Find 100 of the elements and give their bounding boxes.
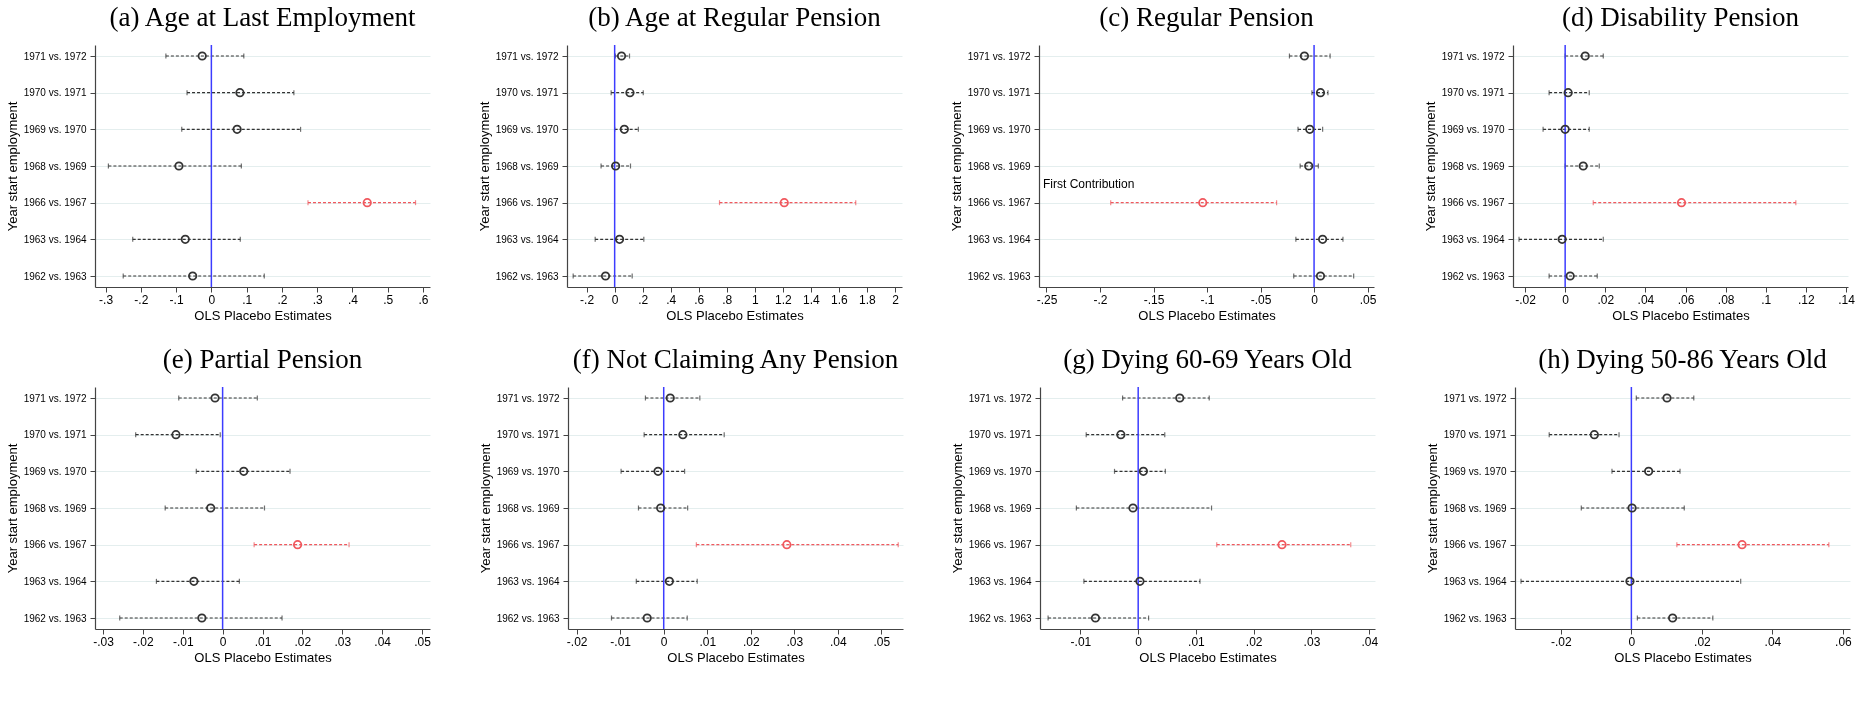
y-tick-label: 1963 vs. 1964 [968,575,1032,587]
x-tick-label: .2 [277,292,288,307]
y-tick-label: 1970 vs. 1971 [1443,429,1507,441]
x-tick-label: .5 [383,292,394,307]
point [1580,51,1590,61]
point [782,540,792,550]
y-tick-label: 1968 vs. 1969 [968,502,1032,514]
point [1299,51,1310,61]
y-tick-label: 1969 vs. 1970 [1443,465,1507,477]
y-axis-title: Year start employment [949,443,965,574]
point [232,124,242,134]
x-tick-label: 0 [208,292,216,307]
y-tick-label: 1971 vs. 1972 [496,392,560,404]
y-tick-label: 1971 vs. 1972 [23,50,87,62]
y-tick-label: 1962 vs. 1963 [496,612,560,624]
y-tick-label: 1968 vs. 1969 [1441,160,1505,172]
annotation: First Contribution [1043,177,1135,191]
x-axis-title: OLS Placebo Estimates [1138,307,1277,323]
y-tick-label: 1968 vs. 1969 [495,160,559,172]
y-tick-label: 1970 vs. 1971 [968,429,1032,441]
point [1589,430,1599,440]
x-tick-label: 0 [219,634,227,649]
y-tick-label: 1969 vs. 1970 [967,123,1031,135]
point [1198,198,1208,208]
x-axis-title: OLS Placebo Estimates [666,307,805,323]
x-tick-label: .02 [294,634,312,649]
point [1676,198,1687,208]
x-axis-title: OLS Placebo Estimates [1139,649,1278,665]
x-tick-label: -.02 [133,634,155,649]
x-tick-label: 1 [751,292,759,307]
x-tick-label: -.01 [610,634,632,649]
y-tick-label: 1962 vs. 1963 [495,270,559,282]
point [1315,88,1326,98]
point [1318,234,1328,244]
x-tick-label: 0 [1135,634,1143,649]
x-tick-label: -.05 [1250,292,1272,307]
point [1563,88,1573,98]
y-tick-label: 1966 vs. 1967 [1441,197,1505,209]
point [210,393,220,403]
y-tick-label: 1971 vs. 1972 [495,50,559,62]
x-tick-label: .1 [242,292,253,307]
x-tick-label: .03 [334,634,352,649]
point [1557,234,1567,244]
y-tick-label: 1963 vs. 1964 [1441,233,1505,245]
chart-title: (f) Not Claiming Any Pension [572,344,899,375]
y-tick-label: 1969 vs. 1970 [23,465,87,477]
y-tick-label: 1963 vs. 1964 [496,575,560,587]
y-tick-label: 1969 vs. 1970 [1441,123,1505,135]
point [235,88,245,98]
x-tick-label: .08 [1717,292,1735,307]
x-tick-label: .4 [347,292,359,307]
x-tick-label: .02 [1694,634,1712,649]
x-axis-title: OLS Placebo Estimates [667,649,806,665]
x-tick-label: .4 [666,292,677,307]
x-tick-label: -.25 [1036,292,1058,307]
x-tick-label: -.02 [1515,292,1537,307]
point [1135,576,1145,586]
x-tick-label: -.2 [580,292,595,307]
x-tick-label: .01 [1188,634,1206,649]
point [292,540,303,550]
x-tick-label: .03 [1303,634,1321,649]
y-tick-label: 1966 vs. 1967 [496,539,560,551]
chart-title: (e) Partial Pension [162,344,363,375]
y-tick-label: 1971 vs. 1972 [23,392,87,404]
point [642,613,652,623]
point [1305,124,1315,134]
x-tick-label: .04 [1361,634,1379,649]
point [616,51,627,61]
x-tick-label: .02 [1597,292,1615,307]
y-tick-label: 1962 vs. 1963 [23,612,87,624]
y-tick-label: 1970 vs. 1971 [495,87,559,99]
x-tick-label: 1.8 [859,292,877,307]
point [189,576,199,586]
y-tick-label: 1966 vs. 1967 [495,197,559,209]
x-tick-label: .6 [418,292,429,307]
y-tick-label: 1969 vs. 1970 [496,465,560,477]
point [1565,271,1575,281]
x-axis-title: OLS Placebo Estimates [1614,649,1753,665]
y-tick-label: 1963 vs. 1964 [1443,575,1507,587]
point [1138,466,1148,476]
point [362,198,372,208]
x-tick-label: 1.6 [831,292,849,307]
point [664,576,674,586]
x-tick-label: -.2 [1093,292,1108,307]
y-tick-label: 1963 vs. 1964 [23,575,87,587]
y-tick-label: 1971 vs. 1972 [1443,392,1507,404]
x-axis-title: OLS Placebo Estimates [1612,307,1751,323]
point [1175,393,1185,403]
x-tick-label: .2 [638,292,649,307]
y-axis-title: Year start employment [948,101,964,232]
x-tick-label: .6 [694,292,705,307]
x-tick-label: 1.4 [803,292,821,307]
point [653,466,663,476]
y-tick-label: 1966 vs. 1967 [967,197,1031,209]
y-tick-label: 1962 vs. 1963 [23,270,87,282]
y-tick-label: 1969 vs. 1970 [968,465,1032,477]
point [779,198,789,208]
y-axis-title: Year start employment [4,443,20,574]
point [206,503,216,513]
point [1560,124,1570,134]
